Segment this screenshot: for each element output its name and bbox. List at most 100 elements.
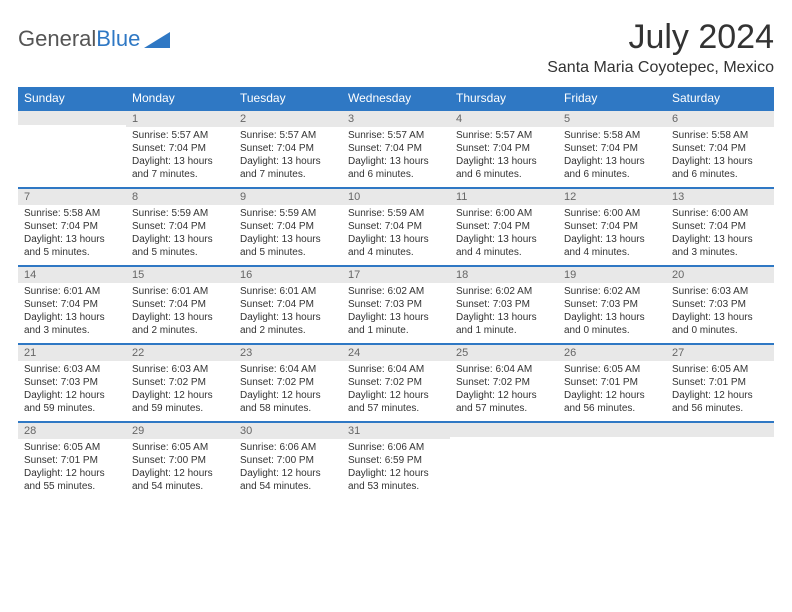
sunrise-text: Sunrise: 6:06 AM	[348, 441, 444, 454]
day-number: 22	[126, 343, 234, 361]
sunrise-text: Sunrise: 5:59 AM	[132, 207, 228, 220]
calendar-header-row: Sunday Monday Tuesday Wednesday Thursday…	[18, 87, 774, 109]
sunrise-text: Sunrise: 5:59 AM	[348, 207, 444, 220]
sunset-text: Sunset: 7:04 PM	[24, 298, 120, 311]
sunset-text: Sunset: 7:00 PM	[132, 454, 228, 467]
calendar-cell: 21Sunrise: 6:03 AMSunset: 7:03 PMDayligh…	[18, 343, 126, 421]
sunrise-text: Sunrise: 5:58 AM	[564, 129, 660, 142]
sunset-text: Sunset: 7:02 PM	[348, 376, 444, 389]
sunset-text: Sunset: 7:04 PM	[132, 298, 228, 311]
day-number: 18	[450, 265, 558, 283]
day-number: 10	[342, 187, 450, 205]
calendar-cell: 4Sunrise: 5:57 AMSunset: 7:04 PMDaylight…	[450, 109, 558, 187]
day-number: 5	[558, 109, 666, 127]
sunrise-text: Sunrise: 6:04 AM	[456, 363, 552, 376]
daylight-text: Daylight: 13 hours and 2 minutes.	[132, 311, 228, 337]
calendar-cell: 18Sunrise: 6:02 AMSunset: 7:03 PMDayligh…	[450, 265, 558, 343]
sunrise-text: Sunrise: 6:04 AM	[240, 363, 336, 376]
sunset-text: Sunset: 7:01 PM	[672, 376, 768, 389]
day-body: Sunrise: 6:04 AMSunset: 7:02 PMDaylight:…	[234, 361, 342, 421]
calendar-cell: 23Sunrise: 6:04 AMSunset: 7:02 PMDayligh…	[234, 343, 342, 421]
calendar-cell: 14Sunrise: 6:01 AMSunset: 7:04 PMDayligh…	[18, 265, 126, 343]
sunrise-text: Sunrise: 6:05 AM	[24, 441, 120, 454]
daylight-text: Daylight: 13 hours and 3 minutes.	[672, 233, 768, 259]
day-number: 2	[234, 109, 342, 127]
day-body: Sunrise: 6:03 AMSunset: 7:03 PMDaylight:…	[666, 283, 774, 343]
day-body: Sunrise: 6:03 AMSunset: 7:02 PMDaylight:…	[126, 361, 234, 421]
day-number: 1	[126, 109, 234, 127]
sunset-text: Sunset: 7:04 PM	[564, 142, 660, 155]
daylight-text: Daylight: 13 hours and 4 minutes.	[456, 233, 552, 259]
daylight-text: Daylight: 13 hours and 4 minutes.	[348, 233, 444, 259]
day-body: Sunrise: 6:06 AMSunset: 6:59 PMDaylight:…	[342, 439, 450, 499]
calendar-cell	[558, 421, 666, 499]
calendar-table: Sunday Monday Tuesday Wednesday Thursday…	[18, 87, 774, 499]
sunrise-text: Sunrise: 5:57 AM	[348, 129, 444, 142]
daylight-text: Daylight: 13 hours and 0 minutes.	[672, 311, 768, 337]
day-number: 21	[18, 343, 126, 361]
day-body: Sunrise: 6:05 AMSunset: 7:01 PMDaylight:…	[666, 361, 774, 421]
daylight-text: Daylight: 13 hours and 1 minute.	[348, 311, 444, 337]
sunset-text: Sunset: 7:01 PM	[564, 376, 660, 389]
day-number: 29	[126, 421, 234, 439]
calendar-cell: 16Sunrise: 6:01 AMSunset: 7:04 PMDayligh…	[234, 265, 342, 343]
sunset-text: Sunset: 6:59 PM	[348, 454, 444, 467]
sunset-text: Sunset: 7:04 PM	[240, 142, 336, 155]
day-number: 11	[450, 187, 558, 205]
day-number: 17	[342, 265, 450, 283]
calendar-cell: 13Sunrise: 6:00 AMSunset: 7:04 PMDayligh…	[666, 187, 774, 265]
day-body	[18, 125, 126, 181]
calendar-cell: 25Sunrise: 6:04 AMSunset: 7:02 PMDayligh…	[450, 343, 558, 421]
day-body: Sunrise: 5:59 AMSunset: 7:04 PMDaylight:…	[342, 205, 450, 265]
calendar-cell: 5 Sunrise: 5:58 AMSunset: 7:04 PMDaylight…	[558, 109, 666, 187]
sunrise-text: Sunrise: 6:01 AM	[24, 285, 120, 298]
day-body: Sunrise: 5:57 AMSunset: 7:04 PMDaylight:…	[450, 127, 558, 187]
day-body: Sunrise: 5:57 AMSunset: 7:04 PMDaylight:…	[126, 127, 234, 187]
day-number: 26	[558, 343, 666, 361]
sunset-text: Sunset: 7:02 PM	[132, 376, 228, 389]
day-body: Sunrise: 5:57 AMSunset: 7:04 PMDaylight:…	[234, 127, 342, 187]
col-friday: Friday	[558, 87, 666, 109]
sunrise-text: Sunrise: 6:05 AM	[132, 441, 228, 454]
sunset-text: Sunset: 7:04 PM	[456, 142, 552, 155]
calendar-cell: 3Sunrise: 5:57 AMSunset: 7:04 PMDaylight…	[342, 109, 450, 187]
daylight-text: Daylight: 13 hours and 6 minutes.	[564, 155, 660, 181]
day-body: Sunrise: 6:01 AMSunset: 7:04 PMDaylight:…	[126, 283, 234, 343]
day-number: 12	[558, 187, 666, 205]
calendar-cell: 22Sunrise: 6:03 AMSunset: 7:02 PMDayligh…	[126, 343, 234, 421]
day-number: 4	[450, 109, 558, 127]
day-body: Sunrise: 6:05 AMSunset: 7:01 PMDaylight:…	[558, 361, 666, 421]
day-number: 15	[126, 265, 234, 283]
calendar-week-row: 1Sunrise: 5:57 AMSunset: 7:04 PMDaylight…	[18, 109, 774, 187]
logo-text-2: Blue	[96, 26, 140, 52]
sunrise-text: Sunrise: 6:06 AM	[240, 441, 336, 454]
sunset-text: Sunset: 7:04 PM	[564, 220, 660, 233]
sunrise-text: Sunrise: 6:00 AM	[456, 207, 552, 220]
sunset-text: Sunset: 7:04 PM	[24, 220, 120, 233]
day-body: Sunrise: 6:00 AMSunset: 7:04 PMDaylight:…	[450, 205, 558, 265]
day-body: Sunrise: 6:00 AMSunset: 7:04 PMDaylight:…	[666, 205, 774, 265]
daylight-text: Daylight: 13 hours and 1 minute.	[456, 311, 552, 337]
sunset-text: Sunset: 7:02 PM	[456, 376, 552, 389]
calendar-cell: 10Sunrise: 5:59 AMSunset: 7:04 PMDayligh…	[342, 187, 450, 265]
day-body: Sunrise: 6:03 AMSunset: 7:03 PMDaylight:…	[18, 361, 126, 421]
sunset-text: Sunset: 7:04 PM	[672, 220, 768, 233]
calendar-cell: 8Sunrise: 5:59 AMSunset: 7:04 PMDaylight…	[126, 187, 234, 265]
sunset-text: Sunset: 7:04 PM	[240, 298, 336, 311]
daylight-text: Daylight: 12 hours and 58 minutes.	[240, 389, 336, 415]
day-body	[558, 437, 666, 493]
daylight-text: Daylight: 12 hours and 54 minutes.	[240, 467, 336, 493]
day-number: 7	[18, 187, 126, 205]
calendar-cell: 26Sunrise: 6:05 AMSunset: 7:01 PMDayligh…	[558, 343, 666, 421]
day-number	[18, 109, 126, 125]
day-number: 28	[18, 421, 126, 439]
daylight-text: Daylight: 13 hours and 6 minutes.	[348, 155, 444, 181]
day-number: 25	[450, 343, 558, 361]
col-sunday: Sunday	[18, 87, 126, 109]
daylight-text: Daylight: 13 hours and 7 minutes.	[240, 155, 336, 181]
calendar-week-row: 14Sunrise: 6:01 AMSunset: 7:04 PMDayligh…	[18, 265, 774, 343]
day-body: Sunrise: 6:01 AMSunset: 7:04 PMDaylight:…	[18, 283, 126, 343]
col-wednesday: Wednesday	[342, 87, 450, 109]
day-number: 20	[666, 265, 774, 283]
daylight-text: Daylight: 13 hours and 5 minutes.	[24, 233, 120, 259]
